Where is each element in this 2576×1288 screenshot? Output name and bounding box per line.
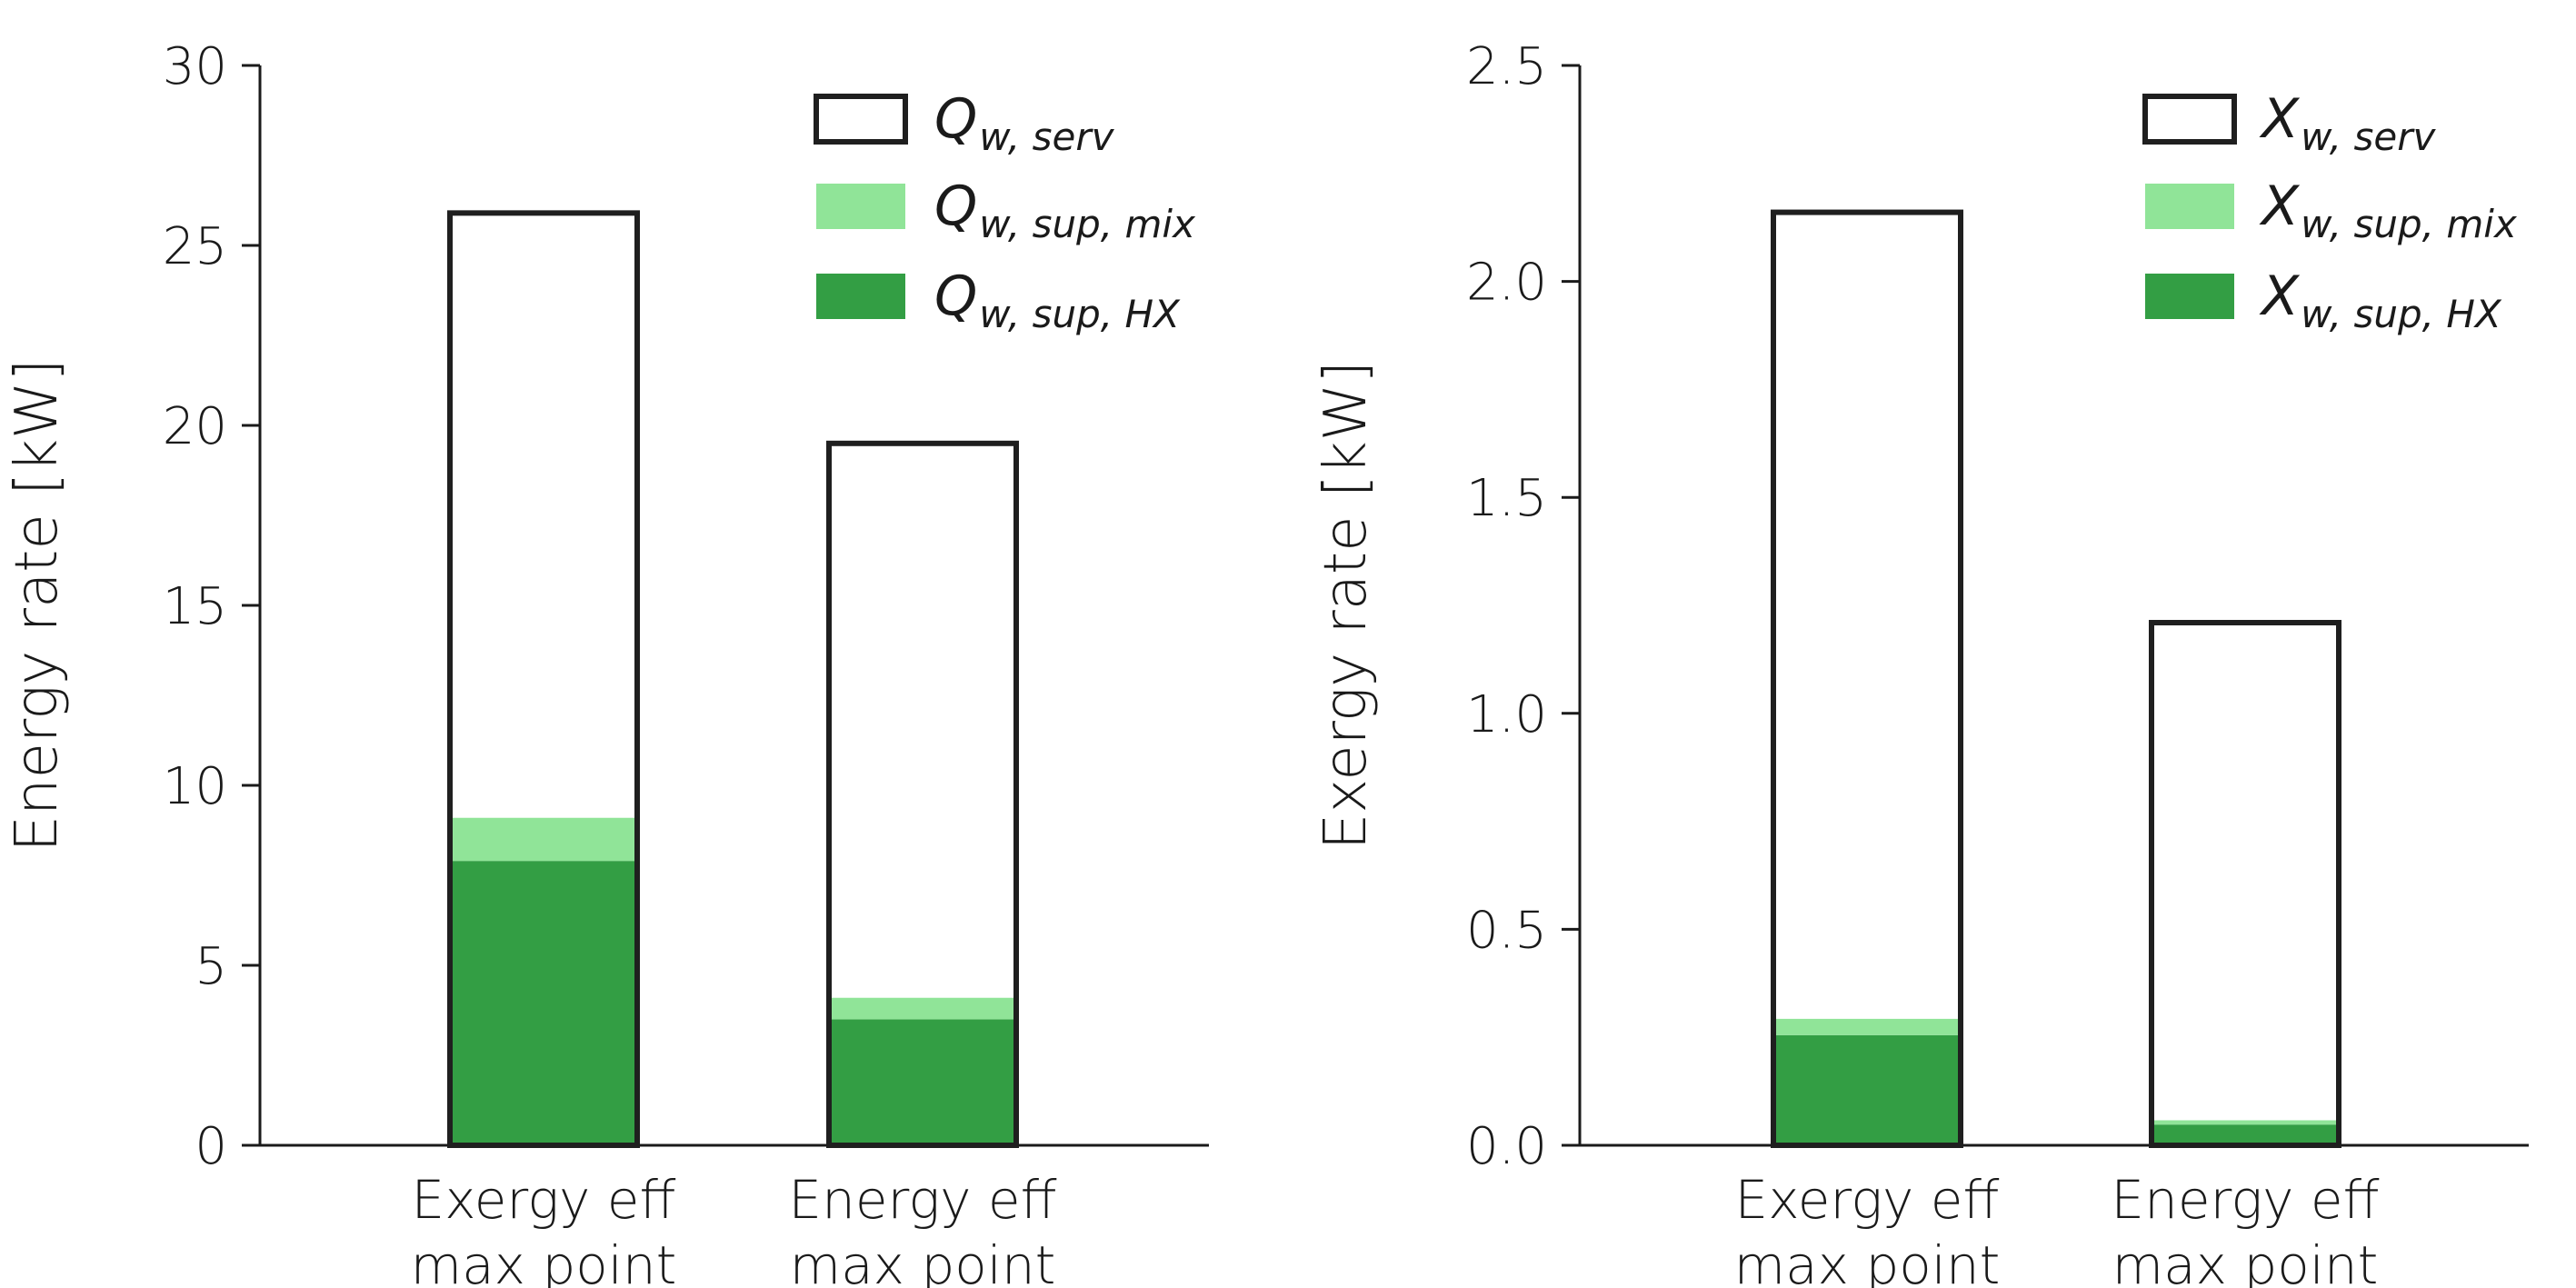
x-tick-label: Exergy eff <box>412 1169 676 1231</box>
bar-segment <box>1773 1018 1961 1035</box>
bar-outline <box>826 440 1019 1148</box>
legend-label-subscript: w, sup, mix <box>979 202 1196 246</box>
bar-segment <box>829 997 1016 1020</box>
legend-swatch <box>816 184 905 229</box>
legend-swatch <box>2142 94 2237 145</box>
x-tick-label: max point <box>1734 1234 2001 1288</box>
legend-label: Xw, sup, mix <box>2259 175 2518 246</box>
y-axis-label: Exergy rate [kW] <box>1313 361 1380 850</box>
legend-label: Qw, sup, mix <box>934 175 1196 246</box>
y-tick-label: 15 <box>163 577 227 636</box>
bar-segment <box>2152 623 2339 1121</box>
legend-label: Qw, sup, HX <box>934 265 1181 336</box>
y-tick-label: 20 <box>163 397 227 456</box>
bar-segment <box>450 817 637 862</box>
bar-segment <box>829 443 1016 998</box>
legend-label: Xw, serv <box>2259 87 2436 159</box>
legend-label: Xw, sup, HX <box>2259 265 2502 336</box>
legend-swatch <box>814 94 908 145</box>
bar-outline <box>447 210 640 1149</box>
bar-segment <box>450 213 637 818</box>
bar-outline <box>2149 620 2341 1148</box>
legend-swatch <box>2145 274 2234 319</box>
y-tick-label: 25 <box>163 217 227 276</box>
bar-segment <box>1773 1034 1961 1145</box>
y-tick-label: 1.5 <box>1466 469 1547 528</box>
bar-segment <box>829 1019 1016 1145</box>
exergy-rate-panel: 0.0 0.5 1.0 1.5 2.0 2.5 Exergy rate [kW] Exergy… <box>1313 37 2529 1288</box>
bar-segment <box>450 861 637 1145</box>
y-tick-label: 0.0 <box>1466 1117 1547 1176</box>
x-tick-label: Exergy eff <box>1735 1169 2000 1231</box>
y-axis-label: Energy rate [kW] <box>4 359 71 853</box>
legend-label-subscript: w, serv <box>979 115 1114 159</box>
legend-label-subscript: w, sup, HX <box>979 292 1181 336</box>
x-tick-label: Energy eff <box>788 1169 1056 1231</box>
y-tick-label: 30 <box>163 37 227 96</box>
x-tick-label: Energy eff <box>2111 1169 2379 1231</box>
y-tick-label: 0 <box>195 1117 227 1176</box>
y-tick-label: 0.5 <box>1466 901 1547 960</box>
x-tick-label: max point <box>790 1234 1056 1288</box>
y-tick-label: 1.0 <box>1466 685 1547 744</box>
legend-label: Qw, serv <box>934 87 1115 159</box>
y-tick-label: 2.5 <box>1466 37 1547 96</box>
bar-segment <box>2152 1124 2339 1145</box>
legend-label-subscript: w, sup, HX <box>2301 292 2502 336</box>
bar-segment <box>2152 1120 2339 1125</box>
x-tick-label: max point <box>2112 1234 2379 1288</box>
legend-label-subscript: w, sup, mix <box>2301 202 2518 246</box>
bar-outline <box>1771 209 1963 1148</box>
y-tick-label: 5 <box>195 937 227 996</box>
bar-segment <box>1773 212 1961 1019</box>
legend-swatch <box>2145 184 2234 229</box>
y-tick-label: 10 <box>163 757 227 816</box>
y-tick-label: 2.0 <box>1466 254 1547 313</box>
legend-swatch <box>816 274 905 319</box>
legend-label-subscript: w, serv <box>2301 115 2436 159</box>
x-tick-label: max point <box>411 1234 677 1288</box>
